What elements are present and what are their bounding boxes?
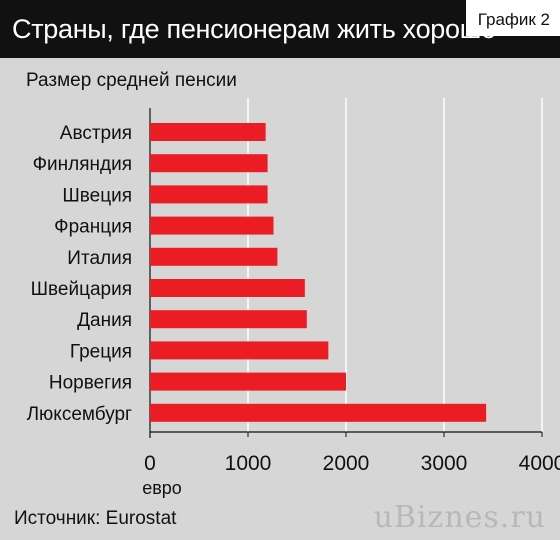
bar xyxy=(150,247,278,266)
bar xyxy=(150,279,305,297)
watermark: uBiznes.ru xyxy=(373,500,546,535)
bar xyxy=(150,310,307,329)
bar xyxy=(150,372,346,391)
bar xyxy=(150,185,268,204)
category-label: Франция xyxy=(54,217,132,238)
category-label: Италия xyxy=(67,248,132,269)
chart-subtitle: Размер средней пенсии xyxy=(26,70,237,91)
bar xyxy=(150,123,266,141)
category-label: Дания xyxy=(77,310,132,331)
category-label: Швейцария xyxy=(31,279,132,300)
category-label: Люксембург xyxy=(27,404,132,425)
x-tick-label: 4000 xyxy=(519,452,560,475)
category-label: Австрия xyxy=(60,123,132,144)
x-tick-label: 3000 xyxy=(421,452,468,475)
category-label: Норвегия xyxy=(49,373,132,394)
x-axis-label: евро xyxy=(142,478,182,498)
x-tick-label: 1000 xyxy=(225,452,272,475)
x-tick-label: 2000 xyxy=(323,452,370,475)
bar xyxy=(150,403,487,422)
chart-number-badge: График 2 xyxy=(465,0,560,36)
category-label: Греция xyxy=(70,341,132,362)
source-note: Источник: Eurostat xyxy=(14,508,177,529)
x-tick-label: 0 xyxy=(144,452,156,475)
bar xyxy=(150,216,274,235)
header-bar: Страны, где пенсионерам жить хорошо Граф… xyxy=(0,0,560,58)
category-label: Швеция xyxy=(62,185,132,206)
bar xyxy=(150,154,268,173)
page-title: Страны, где пенсионерам жить хорошо xyxy=(12,14,496,44)
bar xyxy=(150,341,329,360)
category-label: Финляндия xyxy=(33,154,132,175)
